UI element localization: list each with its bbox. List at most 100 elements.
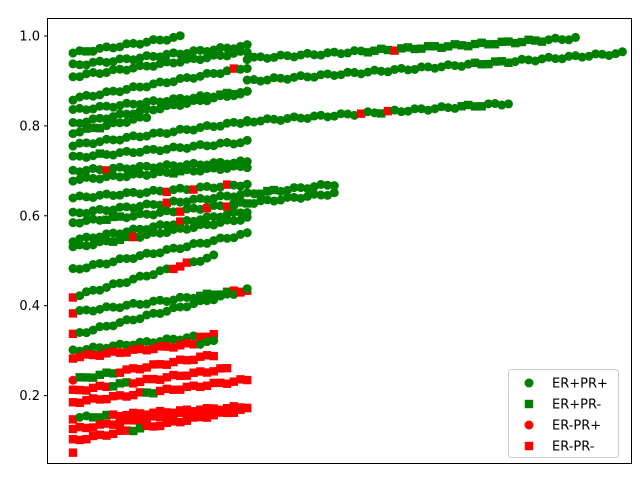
point-er-pos-pr-pos xyxy=(517,54,527,64)
point-er-pos-pr-neg xyxy=(149,389,158,398)
point-er-pos-pr-pos xyxy=(329,70,339,80)
point-er-neg-pr-neg xyxy=(75,422,84,432)
point-er-pos-pr-pos xyxy=(102,206,111,216)
point-er-pos-pr-pos xyxy=(169,334,178,344)
point-er-pos-pr-pos xyxy=(202,182,212,192)
point-er-pos-pr-neg xyxy=(470,102,480,111)
point-er-neg-pr-neg xyxy=(102,382,111,392)
curve-15 xyxy=(68,212,252,252)
point-er-pos-pr-pos xyxy=(162,57,172,67)
point-er-pos-pr-neg xyxy=(524,35,533,45)
point-er-pos-pr-pos xyxy=(68,72,78,82)
point-er-neg-pr-neg xyxy=(182,416,192,425)
point-er-neg-pr-neg xyxy=(68,354,78,363)
point-er-neg-pr-neg xyxy=(68,293,78,302)
point-er-pos-pr-neg xyxy=(490,57,500,66)
point-er-pos-pr-pos xyxy=(209,250,219,260)
point-er-pos-pr-pos xyxy=(142,113,152,123)
point-er-pos-pr-neg xyxy=(464,100,473,110)
point-er-pos-pr-pos xyxy=(597,49,607,59)
point-er-pos-pr-pos xyxy=(242,64,252,74)
point-er-neg-pr-neg xyxy=(129,416,138,425)
point-er-pos-pr-pos xyxy=(115,339,125,349)
point-er-neg-pr-neg xyxy=(102,431,111,440)
point-er-neg-pr-neg xyxy=(196,367,205,376)
point-er-pos-pr-pos xyxy=(162,160,172,170)
point-er-pos-pr-pos xyxy=(182,242,192,252)
point-er-pos-pr-pos xyxy=(504,99,513,109)
point-er-pos-pr-neg xyxy=(477,38,486,47)
point-er-neg-pr-neg xyxy=(95,395,104,404)
point-er-pos-pr-pos xyxy=(309,50,319,60)
point-er-pos-pr-pos xyxy=(162,228,172,238)
point-er-neg-pr-neg xyxy=(236,288,245,297)
point-er-pos-pr-pos xyxy=(102,121,111,131)
point-er-pos-pr-pos xyxy=(142,82,152,92)
point-er-pos-pr-neg xyxy=(82,373,91,382)
point-er-pos-pr-pos xyxy=(162,244,172,254)
point-er-pos-pr-neg xyxy=(410,44,419,54)
point-er-pos-pr-pos xyxy=(182,54,192,64)
point-er-neg-pr-neg xyxy=(122,416,131,425)
point-er-neg-pr-neg xyxy=(109,429,118,439)
point-er-pos-pr-pos xyxy=(102,229,111,239)
point-er-pos-pr-pos xyxy=(169,185,178,195)
point-er-pos-pr-pos xyxy=(343,109,353,119)
point-er-neg-pr-neg xyxy=(169,264,178,274)
point-er-pos-pr-pos xyxy=(169,224,178,234)
point-er-neg-pr-neg xyxy=(176,408,185,418)
point-er-pos-pr-pos xyxy=(403,65,413,75)
point-er-neg-pr-neg xyxy=(109,420,118,429)
point-er-neg-pr-neg xyxy=(135,365,145,374)
point-er-pos-pr-pos xyxy=(128,203,138,213)
point-er-pos-pr-neg xyxy=(109,382,118,391)
point-er-pos-pr-pos xyxy=(128,99,138,109)
point-er-pos-pr-pos xyxy=(75,151,85,161)
point-er-neg-pr-neg xyxy=(209,378,218,388)
point-er-pos-pr-pos xyxy=(175,183,185,193)
point-er-neg-pr-neg xyxy=(135,416,145,426)
point-er-neg-pr-neg xyxy=(209,411,218,420)
point-er-pos-pr-pos xyxy=(148,185,158,195)
point-er-pos-pr-neg xyxy=(88,413,98,422)
point-er-pos-pr-pos xyxy=(490,99,500,109)
point-er-pos-pr-pos xyxy=(550,54,560,64)
point-er-neg-pr-neg xyxy=(68,424,78,434)
point-er-pos-pr-pos xyxy=(202,296,212,306)
point-er-pos-pr-neg xyxy=(169,169,178,178)
point-er-pos-pr-pos xyxy=(88,285,98,295)
point-er-pos-pr-pos xyxy=(81,411,91,421)
point-er-neg-pr-neg xyxy=(356,109,366,118)
curve-12 xyxy=(68,179,339,218)
point-er-pos-pr-pos xyxy=(182,185,192,195)
legend-label-er-pos-pr-pos: ER+PR+ xyxy=(552,377,608,392)
point-er-pos-pr-neg xyxy=(437,43,446,52)
point-er-pos-pr-pos xyxy=(148,96,158,106)
point-er-neg-pr-neg xyxy=(155,412,165,422)
point-er-pos-pr-pos xyxy=(162,78,172,88)
curve-5 xyxy=(68,86,252,128)
point-er-pos-pr-pos xyxy=(81,232,91,242)
point-er-pos-pr-pos xyxy=(571,51,580,61)
point-er-neg-pr-neg xyxy=(88,350,98,360)
point-er-pos-pr-pos xyxy=(396,107,406,117)
point-er-neg-pr-neg xyxy=(182,339,192,348)
legend-marker-er-pos-pr-neg xyxy=(524,399,534,409)
point-er-pos-pr-pos xyxy=(128,131,138,141)
point-er-neg-pr-neg xyxy=(209,367,218,376)
curve-24 xyxy=(68,375,252,407)
point-er-pos-pr-pos xyxy=(75,60,85,70)
point-er-pos-pr-pos xyxy=(122,202,132,212)
point-er-pos-pr-pos xyxy=(282,192,292,202)
point-er-pos-pr-pos xyxy=(155,35,165,45)
point-er-pos-pr-pos xyxy=(115,42,125,52)
point-er-pos-pr-pos xyxy=(202,164,212,174)
point-er-pos-pr-pos xyxy=(68,59,78,69)
point-er-pos-pr-pos xyxy=(81,138,91,148)
point-er-pos-pr-neg xyxy=(477,102,486,111)
point-er-neg-pr-neg xyxy=(149,360,158,369)
point-er-pos-pr-pos xyxy=(142,248,152,258)
point-er-pos-pr-pos xyxy=(142,209,152,219)
point-er-pos-pr-pos xyxy=(95,204,105,214)
point-er-pos-pr-neg xyxy=(229,200,238,209)
